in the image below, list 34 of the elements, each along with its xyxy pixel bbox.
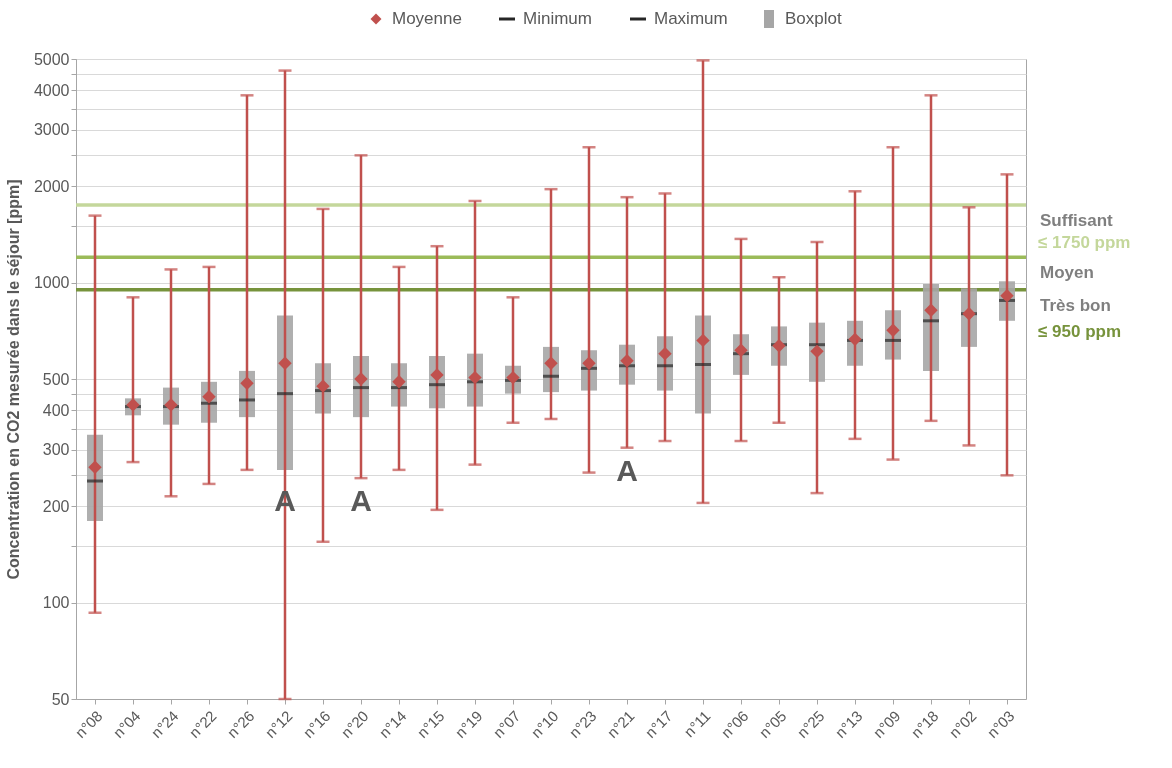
y-axis-title: Concentration en CO2 mesurée dans le séjour [ppm]: [4, 179, 22, 580]
point: [430, 368, 444, 382]
point: [126, 398, 140, 412]
annotation: A: [350, 484, 372, 517]
point: [696, 333, 710, 348]
y-tick-label: 50: [51, 690, 70, 708]
text: Minimum: [523, 9, 592, 28]
ref-line-label: Très bon: [1040, 295, 1111, 315]
ref-line-label: Suffisant: [1040, 210, 1114, 230]
y-tick-label: 100: [42, 594, 70, 612]
y-tick-label: 5000: [33, 50, 70, 68]
text: Maximum: [654, 9, 728, 28]
y-tick-label: 4000: [33, 81, 70, 99]
point: [924, 303, 938, 317]
point: [240, 376, 254, 390]
point: [88, 460, 102, 474]
text: ≤ 1750 ppm: [1038, 232, 1131, 252]
y-tick-label: 400: [42, 401, 70, 419]
annotation: A: [616, 454, 638, 487]
point: [582, 356, 596, 370]
ref-line-label: Moyen: [1040, 263, 1094, 283]
y-tick-label: 500: [42, 370, 70, 388]
y-tick-label: 300: [42, 441, 70, 459]
legend-label: Moyenne: [392, 9, 462, 28]
legend-label: Boxplot: [785, 9, 842, 28]
point: [658, 346, 672, 361]
y-tick-label: 1000: [33, 274, 70, 292]
x-tick-label: n°11: [680, 707, 714, 741]
y-tick-label: 3000: [33, 121, 70, 139]
point: [278, 356, 292, 370]
point: [354, 372, 368, 386]
y-tick-label: 2000: [33, 177, 70, 195]
text: ≤ 950 ppm: [1038, 321, 1122, 341]
y-tick-label: 200: [42, 497, 70, 515]
